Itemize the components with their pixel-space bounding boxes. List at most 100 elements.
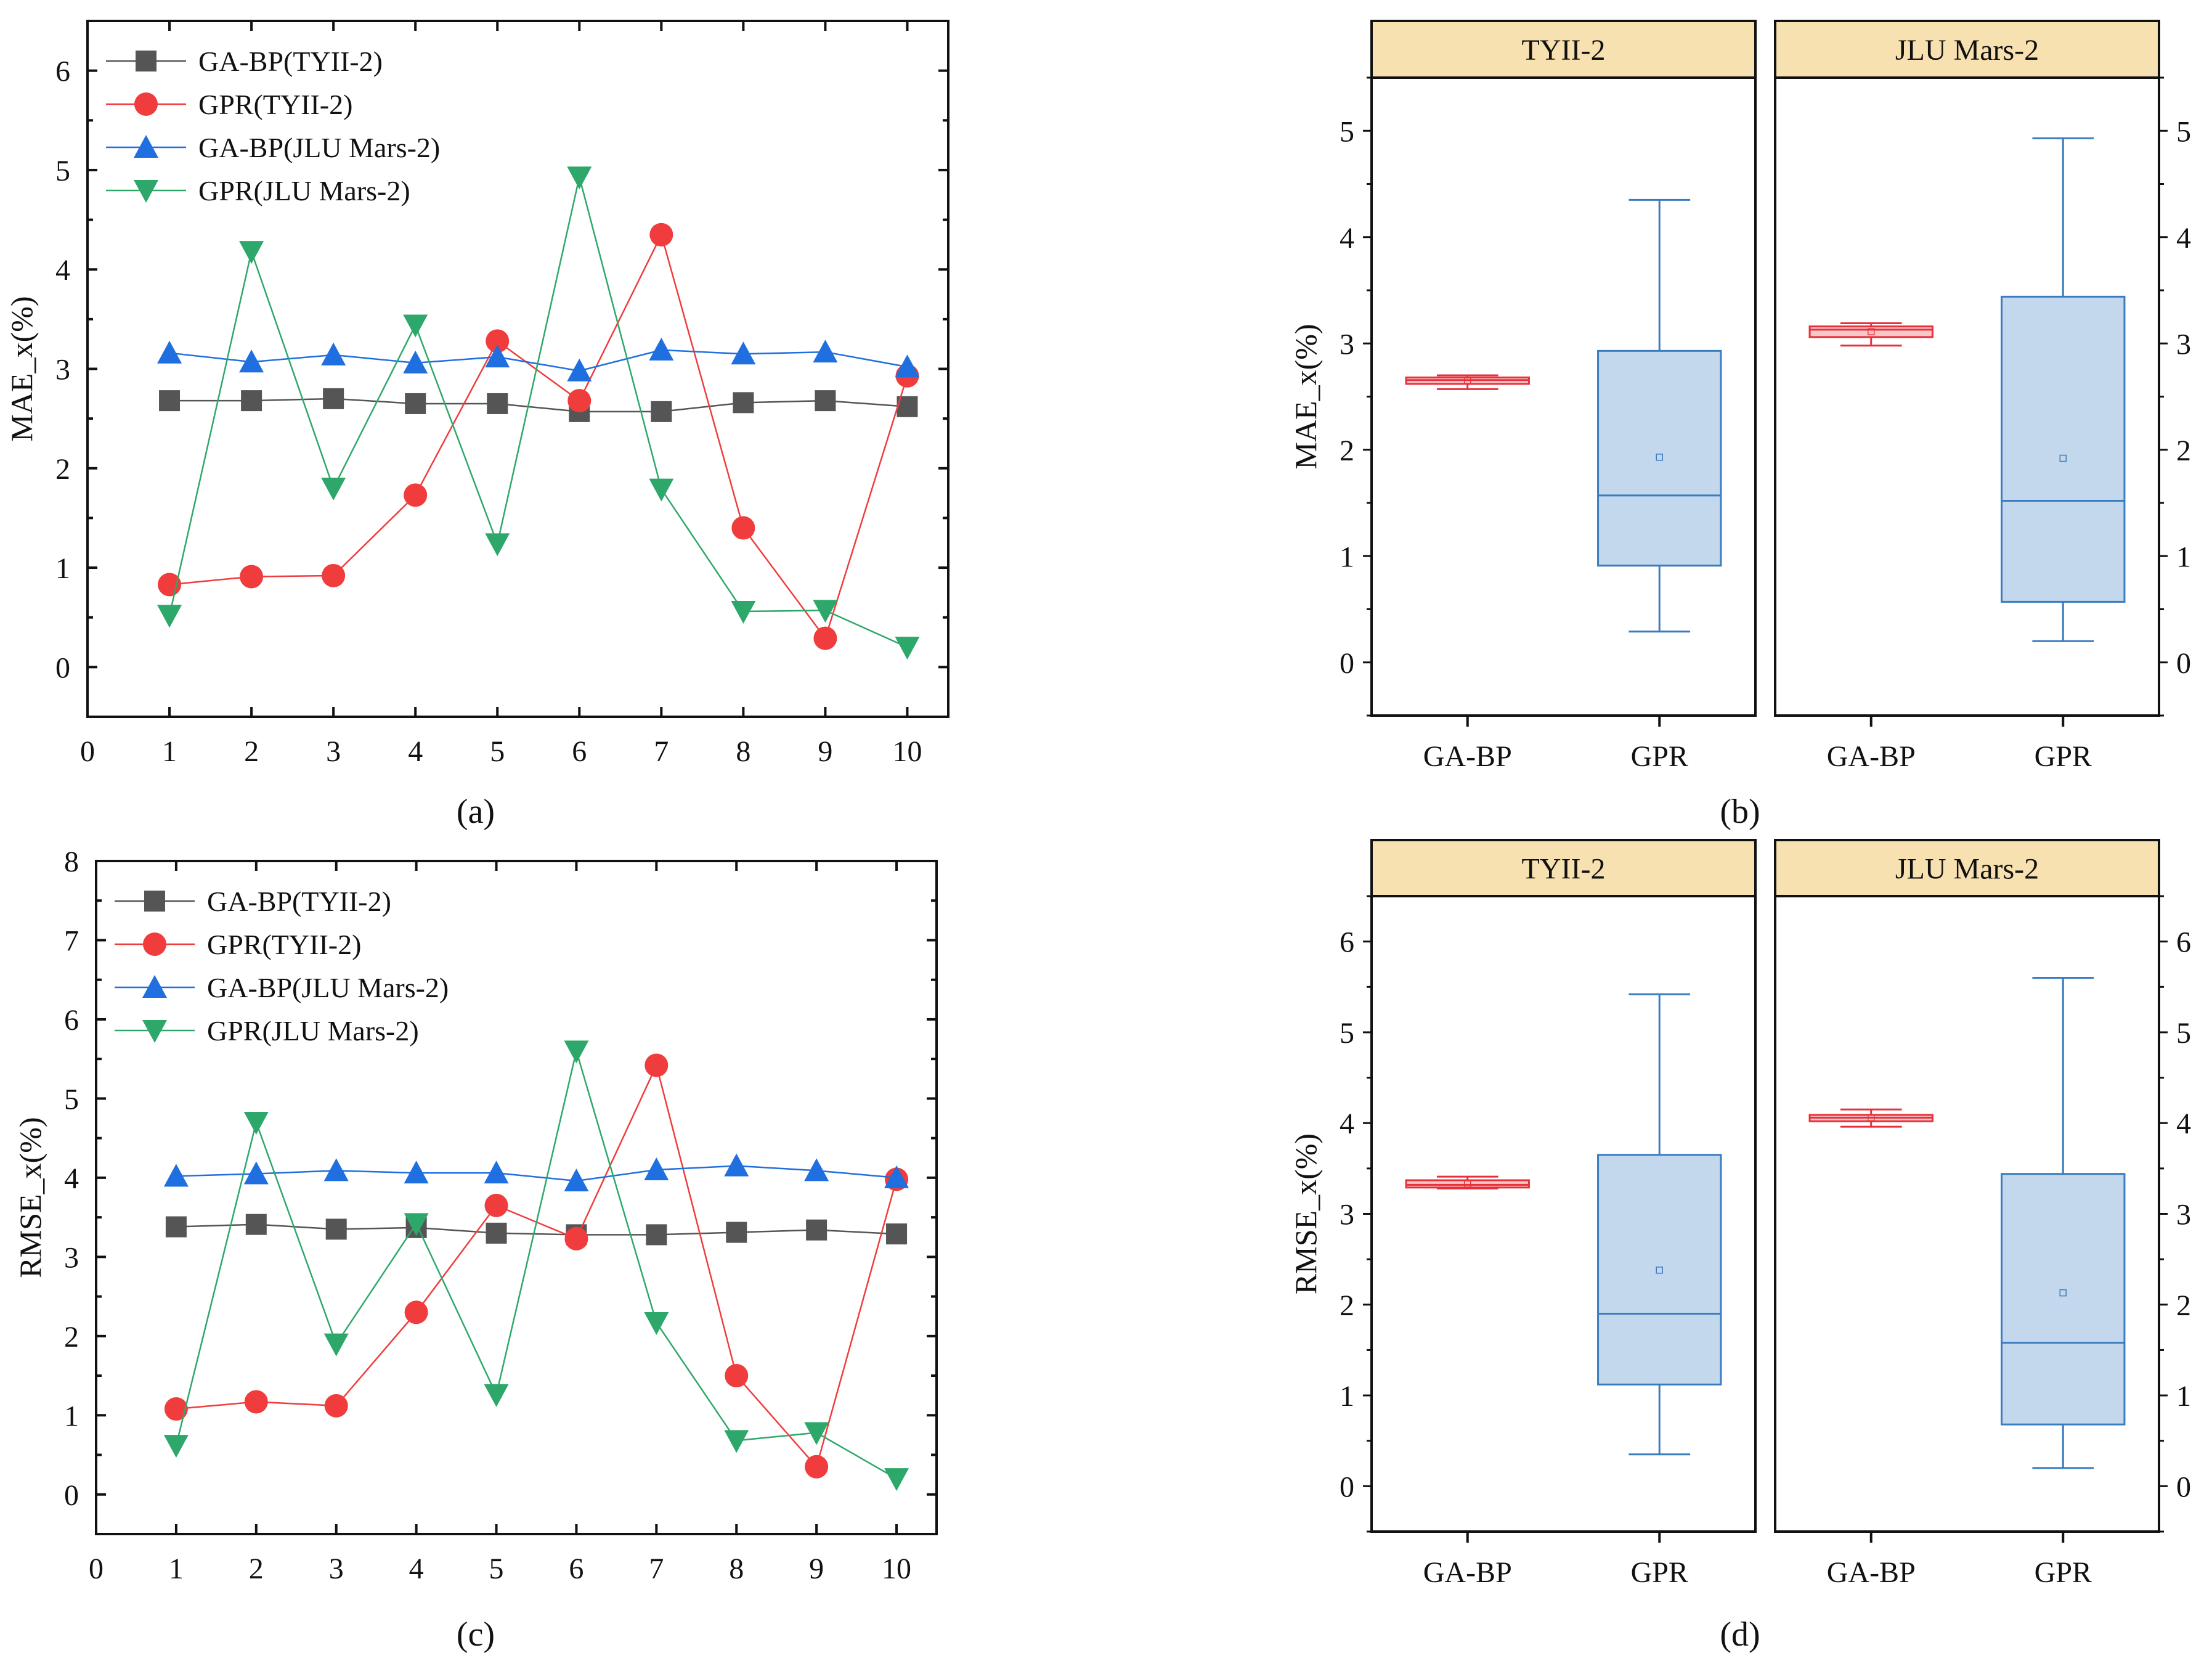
marker-triangle-up [157,340,182,364]
marker-square [733,392,754,414]
y-tick-label: 5 [1340,115,1354,148]
x-tick-label: GA-BP [1423,1556,1512,1589]
x-tick-label: GA-BP [1827,1556,1916,1589]
y-tick-label: 5 [1340,1017,1354,1050]
facet-header [1774,839,2160,897]
legend-label: GA-BP(TYII-2) [198,46,383,77]
box-GA-BP [1405,1175,1530,1190]
marker-triangle-up [134,135,158,158]
facet-TYII-2: TYII-2 GA-BP GPR [1370,839,1757,1589]
legend-label: GPR(TYII-2) [198,89,352,120]
x-tick-label: 8 [736,735,750,768]
box-mean [1656,1267,1663,1274]
box-mean [1868,328,1875,336]
box-GA-BP [1808,322,1933,347]
y-tick-label: 6 [64,1004,79,1037]
marker-circle [143,933,166,956]
marker-triangle-up [564,1169,589,1192]
marker-triangle-up [813,340,838,363]
y-tick-label-right: 4 [2176,1108,2191,1140]
panel-caption: (c) [457,1615,495,1654]
marker-circle [725,1364,749,1388]
x-tick-label: 1 [162,735,177,768]
x-tick-label: 5 [489,1553,504,1585]
box-chart-d: TYII-2 GA-BP GPR JLU Mars-2 GA-BP GPR 0 0 1 1 2 2 3 3… [1288,839,2191,1654]
y-tick-label: 4 [64,1162,79,1195]
marker-circle [644,1053,669,1077]
marker-square [646,1224,667,1246]
y-tick-label: 5 [64,1083,79,1116]
y-tick-label: 2 [1340,435,1354,467]
series-line [176,1063,898,1469]
marker-triangle-up [485,345,510,368]
line-chart-a: 0 1 2 3 4 5 6 7 8 9 10 0 1 2 3 4 5 6 MAE_x(%) GA-BP(TYII-2)… [4,20,949,831]
marker-triangle-up [884,1165,909,1188]
marker-triangle-down [142,1020,167,1043]
marker-triangle-down [321,478,346,501]
marker-square [806,1219,827,1241]
marker-circle [564,1226,588,1251]
facet-header [1370,839,1757,897]
y-tick-label-right: 2 [2176,1289,2191,1322]
marker-triangle-up [323,1158,349,1181]
x-tick-label: GA-BP [1827,740,1916,773]
y-tick-label: 3 [64,1241,79,1274]
marker-circle [486,329,510,353]
y-axis-label: MAE_x(%) [4,296,39,441]
x-tick-label: 5 [490,735,505,768]
y-tick-label: 8 [64,846,79,878]
marker-triangle-down [404,1213,429,1236]
facet-title: JLU Mars-2 [1895,34,2039,67]
marker-circle [244,1390,268,1414]
series-line [176,1223,897,1236]
y-tick-label: 1 [1340,1380,1354,1413]
series-line [169,232,908,640]
marker-triangle-down [731,601,756,624]
x-tick-label: 3 [326,735,341,768]
legend-label: GPR(JLU Mars-2) [198,175,410,206]
y-tick-label-right: 4 [2176,222,2191,255]
x-tick-label: 10 [892,735,922,768]
marker-triangle-down [163,1435,189,1458]
x-tick-label: 7 [654,735,669,768]
y-tick-label: 2 [55,453,70,486]
x-tick-label: 0 [89,1553,104,1585]
marker-triangle-down [813,600,838,623]
panel-caption: (a) [457,793,495,831]
marker-square [241,390,262,412]
marker-triangle-down [323,1333,349,1357]
marker-circle [240,565,264,589]
y-axis-label: MAE_x(%) [1288,324,1323,469]
box-iqr [1597,349,1722,567]
marker-circle [649,222,673,247]
y-tick-label: 3 [1340,328,1354,361]
x-tick-label: 2 [244,735,259,768]
marker-circle [134,92,158,116]
box-mean [2059,1289,2067,1297]
box-GA-BP [1808,1108,1933,1128]
marker-square [886,1223,908,1245]
marker-circle [404,483,428,507]
marker-triangle-up [724,1153,749,1177]
marker-triangle-down [134,180,158,203]
facet-title: TYII-2 [1522,34,1606,67]
y-tick-label: 3 [1340,1199,1354,1231]
series-GPR(JLU Mars-2) [157,166,920,660]
box-GPR [2001,137,2126,642]
legend-label: GA-BP(JLU Mars-2) [198,132,440,163]
box-mean [1868,1114,1875,1122]
box-chart-b: TYII-2 GA-BP GPR JLU Mars-2 GA-BP GPR 0 0 1 1 2 2 3 3… [1288,20,2191,831]
y-tick-label: 0 [1340,1471,1354,1503]
marker-triangle-up [404,1161,429,1184]
marker-triangle-down [649,478,674,502]
y-tick-label-right: 3 [2176,328,2191,361]
box-GPR [1597,198,1722,633]
marker-circle [404,1300,428,1324]
y-tick-label: 0 [55,651,70,684]
marker-triangle-down [644,1312,669,1335]
marker-triangle-down [243,1111,269,1135]
marker-square [144,891,165,912]
marker-circle [484,1193,508,1217]
series-line [169,398,908,413]
